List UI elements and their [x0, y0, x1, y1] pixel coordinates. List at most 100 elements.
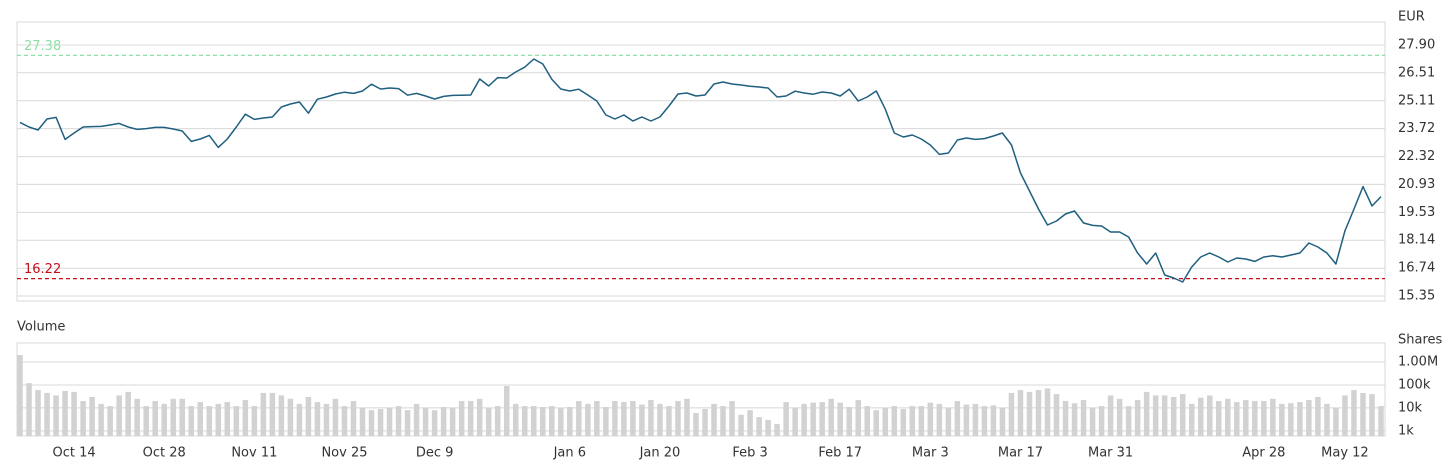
volume-bar	[197, 402, 204, 436]
price-line	[19, 58, 1382, 283]
volume-bar	[576, 401, 582, 436]
x-tick-label: Oct 14	[53, 446, 96, 461]
volume-bar	[810, 402, 816, 436]
volume-bar	[1360, 392, 1366, 436]
volume-bar	[242, 400, 249, 436]
volume-bar	[1044, 388, 1051, 436]
volume-bar	[494, 406, 501, 436]
volume-bar	[179, 398, 185, 436]
volume-bar	[485, 407, 492, 436]
volume-bar	[1008, 392, 1015, 436]
volume-bar	[323, 403, 330, 436]
x-tick-label: Oct 28	[143, 446, 186, 461]
volume-bar	[287, 398, 294, 436]
volume-bar	[621, 402, 627, 436]
volume-bar	[801, 403, 807, 436]
volume-bar	[531, 406, 537, 436]
volume-bar	[963, 404, 970, 436]
volume-bar	[350, 401, 357, 436]
volume-bar	[458, 401, 465, 436]
volume-bar	[233, 406, 240, 436]
volume-bar	[1333, 407, 1339, 436]
volume-bar	[206, 406, 213, 436]
volume-bar	[188, 406, 195, 436]
volume-bar	[1188, 403, 1195, 436]
volume-bar	[134, 398, 140, 436]
volume-bar	[260, 392, 267, 436]
volume-bar	[729, 401, 735, 436]
volume-bar	[170, 398, 176, 436]
volume-bar	[1270, 398, 1276, 436]
volume-bar	[449, 407, 456, 436]
volume-bar	[80, 401, 86, 436]
volume-bar	[1125, 406, 1132, 436]
y-tick-label: 22.32	[1398, 149, 1435, 164]
volume-bar	[1179, 394, 1186, 436]
volume-bar	[999, 407, 1006, 436]
volume-bar	[1297, 402, 1303, 436]
x-tick-label: Jan 6	[553, 446, 586, 461]
volume-bar	[864, 406, 870, 436]
volume-bar	[594, 401, 600, 436]
volume-bar	[1116, 398, 1123, 436]
volume-bar	[1062, 401, 1069, 436]
volume-bar	[332, 398, 339, 436]
volume-bar	[224, 402, 231, 436]
y-tick-label: 15.35	[1398, 289, 1435, 304]
volume-bar	[882, 407, 889, 436]
reference-label: 27.38	[24, 39, 61, 54]
volume-bar	[1035, 390, 1042, 436]
volume-bar	[404, 410, 411, 436]
volume-bar	[161, 403, 167, 436]
volume-bar	[1261, 401, 1267, 436]
volume-bar	[585, 403, 591, 436]
volume-bar	[314, 402, 321, 436]
y-tick-label: 27.90	[1398, 38, 1435, 53]
volume-bar	[467, 401, 474, 436]
volume-bar	[1197, 397, 1204, 436]
volume-bar	[1225, 398, 1231, 436]
volume-bar	[1279, 403, 1285, 436]
volume-bar	[440, 406, 447, 436]
volume-bar	[954, 401, 961, 436]
volume-bar	[512, 403, 519, 436]
volume-bar	[675, 401, 681, 436]
volume-bar	[386, 407, 393, 436]
volume-bar	[603, 406, 609, 436]
volume-bar	[125, 391, 131, 436]
volume-bar	[89, 396, 95, 436]
y-tick-label: 19.53	[1398, 205, 1435, 220]
volume-bar	[1216, 401, 1222, 436]
x-tick-label: Mar 3	[912, 446, 949, 461]
volume-bar	[62, 390, 68, 436]
volume-bar	[1288, 403, 1294, 436]
volume-bar	[747, 410, 753, 436]
volume-bar	[972, 403, 979, 436]
x-tick-label: Nov 11	[231, 446, 277, 461]
y-tick-label: 20.93	[1398, 177, 1435, 192]
volume-bar	[1053, 394, 1060, 436]
volume-bar	[828, 398, 834, 436]
y-axis-label: EUR	[1398, 10, 1425, 25]
volume-bar	[422, 407, 429, 436]
volume-bar	[1234, 402, 1240, 436]
volume-bar	[98, 403, 104, 436]
volume-bar	[359, 407, 366, 436]
x-tick-label: Feb 17	[818, 446, 862, 461]
volume-bar	[1324, 403, 1330, 436]
volume-bar	[1243, 400, 1249, 436]
volume-bar	[720, 406, 726, 436]
volume-bar	[521, 406, 528, 436]
volume-bar	[873, 410, 880, 436]
volume-bar	[792, 407, 798, 436]
plot-frame	[16, 21, 1386, 302]
volume-bar	[657, 403, 663, 436]
volume-bar	[152, 401, 158, 436]
volume-bar	[1342, 395, 1348, 436]
volume-bar	[846, 406, 852, 436]
volume-bar	[909, 406, 916, 436]
volume-bar	[1026, 391, 1033, 436]
volume-bar	[269, 392, 276, 436]
volume-bar	[476, 398, 483, 436]
